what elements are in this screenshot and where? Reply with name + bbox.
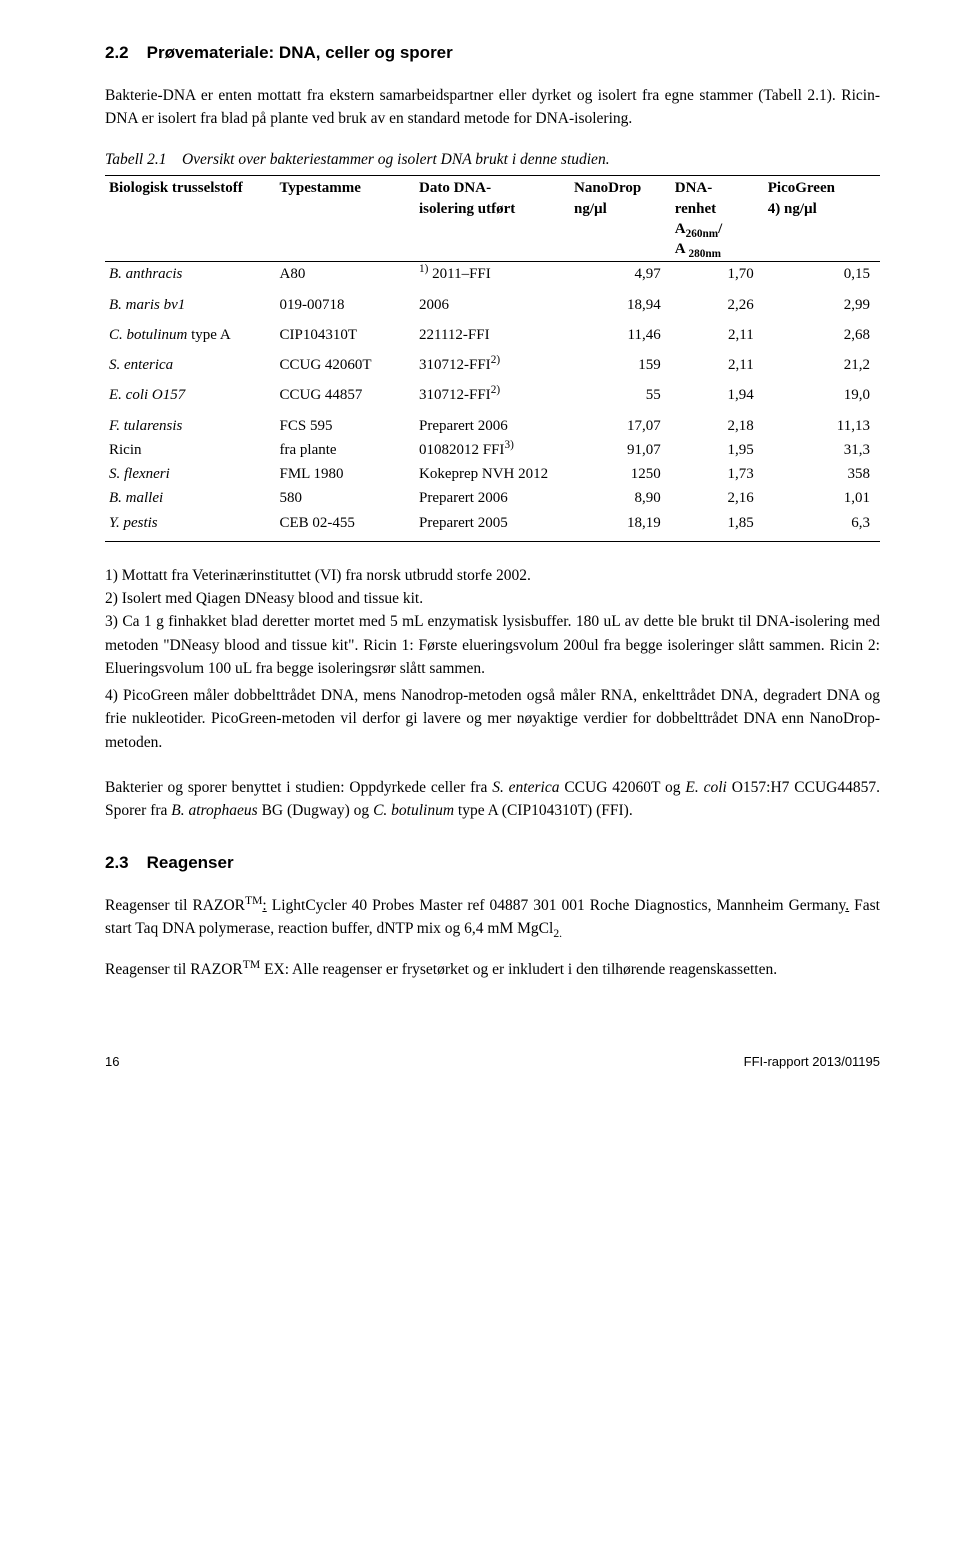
- para-after-notes: Bakterier og sporer benyttet i studien: …: [105, 776, 880, 823]
- cell-picogreen: 11,13: [764, 414, 880, 438]
- cell-picogreen: 21,2: [764, 353, 880, 383]
- cell-nanodrop: 18,19: [570, 511, 671, 542]
- cell-biologisk: E. coli O157: [105, 383, 276, 413]
- cell-dato: Preparert 2005: [415, 511, 570, 542]
- note-1: 1) Mottatt fra Veterinærinstituttet (VI)…: [105, 564, 880, 587]
- table-row: B. mallei580Preparert 20068,902,161,01: [105, 486, 880, 510]
- table-row: S. entericaCCUG 42060T310712-FFI2)1592,1…: [105, 353, 880, 383]
- page-footer: 16 FFI-rapport 2013/01195: [105, 1052, 880, 1072]
- cell-typestamme: fra plante: [276, 438, 416, 462]
- cell-biologisk: S. flexneri: [105, 462, 276, 486]
- section-title: Prøvemateriale: DNA, celler og sporer: [147, 43, 453, 62]
- col-nanodrop: NanoDrop ng/µl: [570, 176, 671, 262]
- cell-dato: Preparert 2006: [415, 414, 570, 438]
- cell-nanodrop: 159: [570, 353, 671, 383]
- cell-nanodrop: 11,46: [570, 323, 671, 353]
- cell-biologisk: B. maris bv1: [105, 293, 276, 323]
- cell-picogreen: 19,0: [764, 383, 880, 413]
- note-4: 4) PicoGreen måler dobbelttrådet DNA, me…: [105, 684, 880, 754]
- section-2-3-para2: Reagenser til RAZORTM EX: Alle reagenser…: [105, 958, 880, 981]
- page-number: 16: [105, 1052, 119, 1072]
- table-row: C. botulinum type ACIP104310T221112-FFI1…: [105, 323, 880, 353]
- cell-biologisk: B. mallei: [105, 486, 276, 510]
- cell-nanodrop: 8,90: [570, 486, 671, 510]
- cell-biologisk: F. tularensis: [105, 414, 276, 438]
- cell-typestamme: FCS 595: [276, 414, 416, 438]
- cell-renhet: 1,85: [671, 511, 764, 542]
- section-title: Reagenser: [147, 853, 234, 872]
- col-typestamme: Typestamme: [276, 176, 416, 262]
- cell-biologisk: C. botulinum type A: [105, 323, 276, 353]
- section-2-2-heading: 2.2 Prøvemateriale: DNA, celler og sporer: [105, 40, 880, 66]
- cell-nanodrop: 91,07: [570, 438, 671, 462]
- cell-nanodrop: 4,97: [570, 262, 671, 293]
- table-header-row: Biologisk trusselstoff Typestamme Dato D…: [105, 176, 880, 262]
- col-biologisk: Biologisk trusselstoff: [105, 176, 276, 262]
- table-row: Y. pestisCEB 02-455Preparert 200518,191,…: [105, 511, 880, 542]
- cell-typestamme: 580: [276, 486, 416, 510]
- table-row: E. coli O157CCUG 44857310712-FFI2)551,94…: [105, 383, 880, 413]
- note-3: 3) Ca 1 g finhakket blad deretter mortet…: [105, 610, 880, 680]
- table-notes: 1) Mottatt fra Veterinærinstituttet (VI)…: [105, 564, 880, 754]
- cell-typestamme: A80: [276, 262, 416, 293]
- cell-dato: 1) 2011–FFI: [415, 262, 570, 293]
- cell-typestamme: CCUG 44857: [276, 383, 416, 413]
- col-dna-renhet: DNA- renhet A260nm/ A 280nm: [671, 176, 764, 262]
- section-num: 2.2: [105, 43, 129, 62]
- cell-biologisk: B. anthracis: [105, 262, 276, 293]
- cell-picogreen: 31,3: [764, 438, 880, 462]
- cell-biologisk: Y. pestis: [105, 511, 276, 542]
- section-2-3-heading: 2.3 Reagenser: [105, 850, 880, 876]
- cell-typestamme: 019-00718: [276, 293, 416, 323]
- cell-typestamme: CCUG 42060T: [276, 353, 416, 383]
- table-row: S. flexneriFML 1980Kokeprep NVH 20121250…: [105, 462, 880, 486]
- table-row: Ricinfra plante01082012 FFI3)91,071,9531…: [105, 438, 880, 462]
- cell-renhet: 1,73: [671, 462, 764, 486]
- cell-nanodrop: 17,07: [570, 414, 671, 438]
- section-num: 2.3: [105, 853, 129, 872]
- section-2-2-para: Bakterie-DNA er enten mottatt fra ekster…: [105, 84, 880, 131]
- table-row: F. tularensisFCS 595Preparert 200617,072…: [105, 414, 880, 438]
- table-caption-label: Tabell 2.1: [105, 151, 166, 168]
- col-dato: Dato DNA- isolering utført: [415, 176, 570, 262]
- cell-typestamme: CIP104310T: [276, 323, 416, 353]
- cell-renhet: 1,95: [671, 438, 764, 462]
- cell-picogreen: 0,15: [764, 262, 880, 293]
- cell-dato: 310712-FFI2): [415, 383, 570, 413]
- cell-nanodrop: 18,94: [570, 293, 671, 323]
- table-row: B. anthracisA801) 2011–FFI4,971,700,15: [105, 262, 880, 293]
- note-2: 2) Isolert med Qiagen DNeasy blood and t…: [105, 587, 880, 610]
- cell-biologisk: Ricin: [105, 438, 276, 462]
- cell-nanodrop: 1250: [570, 462, 671, 486]
- table-caption: Tabell 2.1 Oversikt over bakteriestammer…: [105, 148, 880, 171]
- cell-renhet: 1,94: [671, 383, 764, 413]
- report-ref: FFI-rapport 2013/01195: [744, 1052, 880, 1072]
- cell-picogreen: 6,3: [764, 511, 880, 542]
- cell-picogreen: 2,99: [764, 293, 880, 323]
- col-picogreen: PicoGreen 4) ng/µl: [764, 176, 880, 262]
- data-table: Biologisk trusselstoff Typestamme Dato D…: [105, 175, 880, 542]
- section-2-3-para1: Reagenser til RAZORTM: LightCycler 40 Pr…: [105, 894, 880, 941]
- cell-dato: 310712-FFI2): [415, 353, 570, 383]
- cell-renhet: 2,16: [671, 486, 764, 510]
- cell-renhet: 1,70: [671, 262, 764, 293]
- cell-typestamme: CEB 02-455: [276, 511, 416, 542]
- cell-biologisk: S. enterica: [105, 353, 276, 383]
- table-caption-text: Oversikt over bakteriestammer og isolert…: [182, 151, 610, 168]
- cell-renhet: 2,26: [671, 293, 764, 323]
- table-row: B. maris bv1019-00718200618,942,262,99: [105, 293, 880, 323]
- cell-dato: 01082012 FFI3): [415, 438, 570, 462]
- cell-renhet: 2,18: [671, 414, 764, 438]
- cell-dato: 2006: [415, 293, 570, 323]
- cell-picogreen: 358: [764, 462, 880, 486]
- cell-picogreen: 1,01: [764, 486, 880, 510]
- cell-typestamme: FML 1980: [276, 462, 416, 486]
- cell-renhet: 2,11: [671, 353, 764, 383]
- cell-renhet: 2,11: [671, 323, 764, 353]
- cell-dato: Kokeprep NVH 2012: [415, 462, 570, 486]
- cell-picogreen: 2,68: [764, 323, 880, 353]
- cell-dato: Preparert 2006: [415, 486, 570, 510]
- cell-nanodrop: 55: [570, 383, 671, 413]
- cell-dato: 221112-FFI: [415, 323, 570, 353]
